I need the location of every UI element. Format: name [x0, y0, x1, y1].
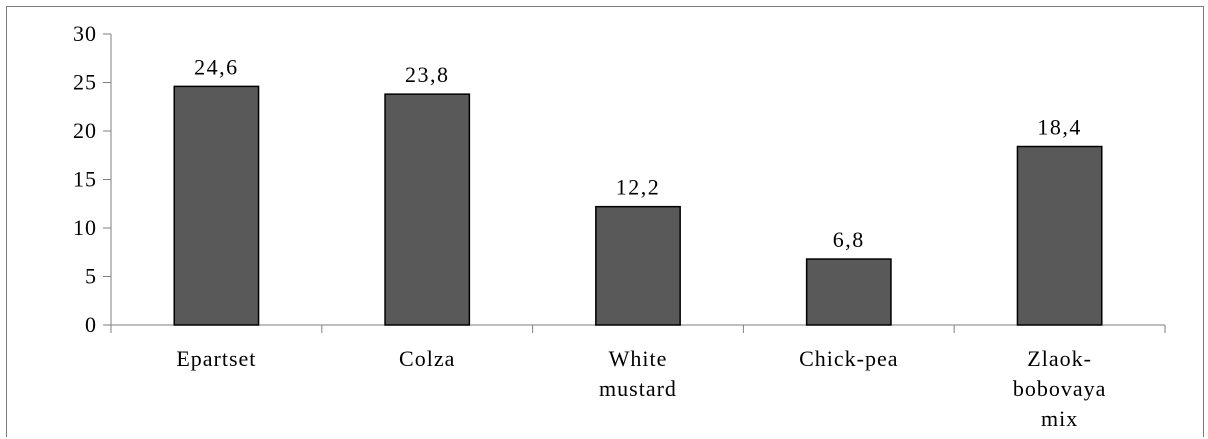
category-label: bobovaya	[1013, 376, 1107, 401]
data-label: 12,2	[616, 175, 661, 200]
bar	[384, 93, 471, 326]
category-label: Colza	[399, 346, 455, 371]
y-tick-label: 5	[85, 264, 97, 289]
y-tick-label: 0	[85, 312, 97, 337]
category-label: mustard	[599, 376, 677, 401]
y-tick-label: 15	[73, 167, 97, 192]
category-label: Zlaok-	[1027, 346, 1092, 371]
bar	[805, 258, 892, 326]
data-label: 24,6	[194, 54, 239, 79]
category-label: Chick-pea	[799, 346, 898, 371]
y-tick-label: 30	[73, 21, 97, 46]
y-tick-label: 20	[73, 118, 97, 143]
bars	[173, 85, 1103, 326]
category-labels: Epartset Colza White mustard Chick-pea Zlaok-…	[176, 346, 1107, 431]
y-tick-label: 10	[73, 215, 97, 240]
x-axis	[110, 324, 1166, 333]
bar	[1016, 145, 1103, 326]
bar	[595, 205, 681, 326]
category-label: mix	[1041, 406, 1078, 431]
category-label: White	[609, 346, 668, 371]
data-label: 23,8	[405, 62, 450, 87]
y-axis: 0 5 10 15 20 25 30	[73, 21, 112, 337]
bar	[173, 85, 260, 326]
data-labels: 24,6 23,8 12,2 6,8 18,4	[194, 54, 1082, 252]
data-label: 18,4	[1037, 115, 1082, 140]
data-label: 6,8	[833, 227, 865, 252]
y-tick-label: 25	[73, 70, 97, 95]
category-label: Epartset	[176, 346, 256, 371]
